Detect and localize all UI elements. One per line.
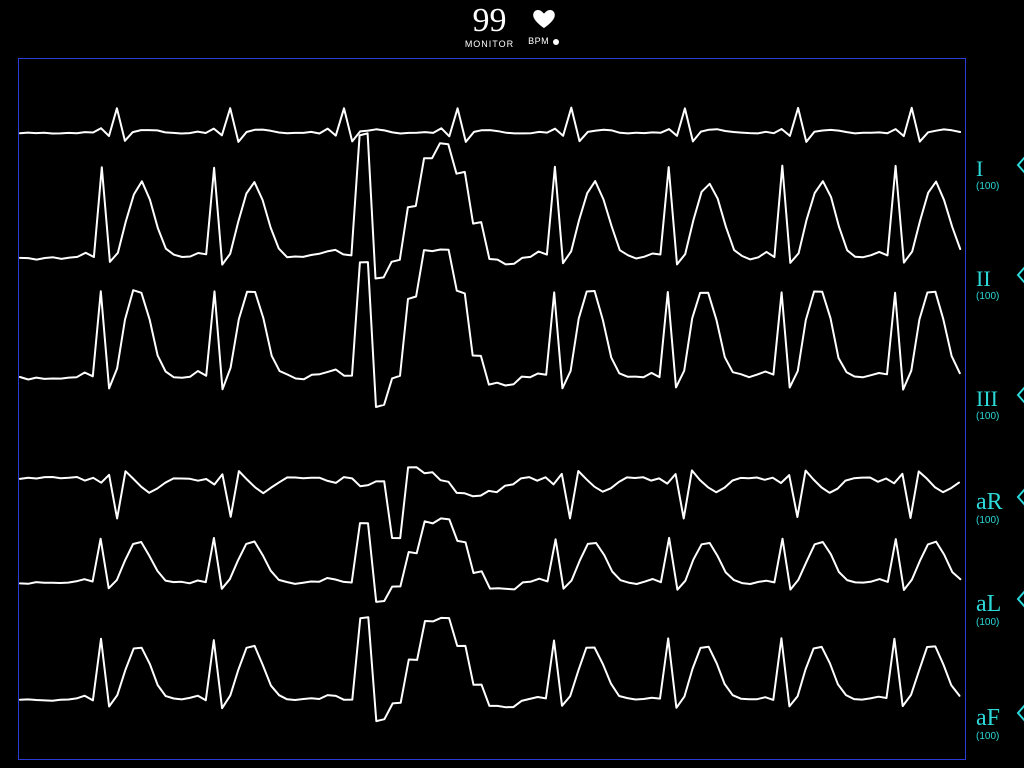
lead-label-II[interactable]: II (100) <box>976 268 999 302</box>
ecg-trace-III <box>20 250 960 408</box>
chevron-left-icon[interactable] <box>1016 156 1024 174</box>
lead-label-aL[interactable]: aL (100) <box>976 592 1001 628</box>
lead-scale-value: (100) <box>976 292 999 302</box>
heart-icon <box>531 7 557 35</box>
heart-rate-value: 99 <box>472 4 506 38</box>
lead-name: aR <box>976 490 1003 514</box>
lead-scale-value: (100) <box>976 618 999 628</box>
monitor-header: 99 MONITOR BPM <box>0 4 1024 58</box>
ecg-trace-aL <box>20 518 960 602</box>
chevron-left-icon[interactable] <box>1016 266 1024 284</box>
lead-name: I <box>976 158 983 180</box>
ecg-trace-aF <box>20 617 960 721</box>
lead-label-III[interactable]: III (100) <box>976 388 999 422</box>
lead-scale-value: (100) <box>976 516 999 526</box>
lead-scale-value: (100) <box>976 412 999 422</box>
lead-name: III <box>976 388 998 410</box>
heart-rate-block: 99 MONITOR BPM <box>465 4 559 49</box>
lead-scale-value: (100) <box>976 732 999 742</box>
lead-name: aF <box>976 706 1000 730</box>
lead-name: aL <box>976 592 1001 616</box>
lead-label-aF[interactable]: aF (100) <box>976 706 1000 742</box>
chevron-left-icon[interactable] <box>1016 590 1024 608</box>
chevron-left-icon[interactable] <box>1016 704 1024 722</box>
ecg-trace-aR <box>20 467 959 538</box>
lead-labels-column: I (100) II (100) III (100) aR (100) aL (100) aF (10… <box>976 58 1024 760</box>
lead-name: II <box>976 268 991 290</box>
ecg-trace-II <box>20 133 960 278</box>
bpm-label: BPM <box>528 37 549 46</box>
status-dot-icon <box>553 39 559 45</box>
chevron-left-icon[interactable] <box>1016 488 1024 506</box>
monitor-mode-label: MONITOR <box>465 40 514 49</box>
chevron-left-icon[interactable] <box>1016 386 1024 404</box>
lead-label-aR[interactable]: aR (100) <box>976 490 1003 526</box>
ecg-trace-I <box>20 108 960 142</box>
ecg-waveform-plot <box>18 58 966 760</box>
lead-scale-value: (100) <box>976 182 999 192</box>
lead-label-I[interactable]: I (100) <box>976 158 999 192</box>
